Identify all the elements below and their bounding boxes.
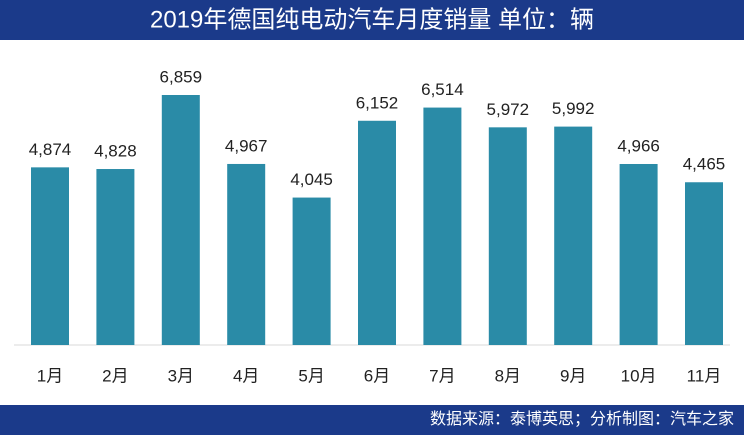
value-label: 6,152 — [356, 93, 399, 112]
bar — [96, 169, 135, 345]
x-tick-label: 4月 — [233, 366, 259, 385]
value-label: 4,874 — [29, 140, 72, 159]
bar — [292, 197, 331, 345]
bar — [488, 127, 527, 345]
value-label: 4,966 — [617, 136, 660, 155]
bar — [358, 120, 396, 345]
bar — [423, 107, 462, 345]
x-tick-label: 5月 — [298, 366, 324, 385]
value-label: 4,967 — [225, 136, 268, 155]
footer-bar — [0, 405, 744, 435]
bar — [31, 167, 69, 345]
chart-title: 2019年德国纯电动汽车月度销量 单位：辆 — [150, 6, 594, 33]
value-label: 6,859 — [160, 67, 203, 86]
value-label: 5,972 — [487, 100, 530, 119]
title-bar — [0, 0, 744, 40]
bar — [161, 95, 200, 345]
bar — [619, 163, 658, 345]
bar — [685, 182, 723, 345]
x-tick-label: 7月 — [429, 366, 455, 385]
bar — [554, 126, 593, 345]
x-tick-label: 6月 — [364, 366, 390, 385]
bar — [227, 163, 266, 345]
value-label: 5,992 — [552, 99, 595, 118]
x-tick-label: 10月 — [621, 366, 657, 385]
x-tick-label: 9月 — [560, 366, 586, 385]
value-label: 4,045 — [290, 170, 333, 189]
source-note: 数据来源：泰博英思；分析制图：汽车之家 — [430, 410, 734, 428]
x-tick-label: 3月 — [168, 366, 194, 385]
x-tick-label: 1月 — [37, 366, 63, 385]
x-tick-label: 8月 — [495, 366, 521, 385]
value-label: 4,465 — [683, 155, 726, 174]
value-label: 4,828 — [94, 142, 137, 161]
x-tick-label: 2月 — [102, 366, 128, 385]
value-label: 6,514 — [421, 80, 464, 99]
x-tick-label: 11月 — [687, 366, 722, 385]
